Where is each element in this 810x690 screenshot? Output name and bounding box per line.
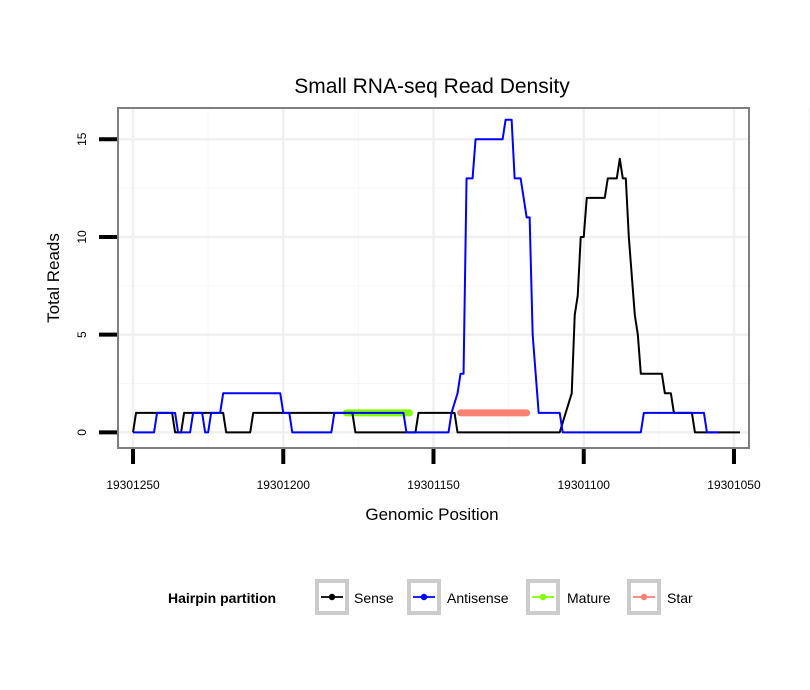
y-tick-label: 0 xyxy=(75,429,89,436)
legend-key-dot xyxy=(539,593,547,601)
legend-key-dot xyxy=(640,593,648,601)
legend-title: Hairpin partition xyxy=(168,590,276,606)
legend-label: Mature xyxy=(567,590,611,606)
x-tick-label: 19301150 xyxy=(407,478,460,492)
sense-series-line xyxy=(132,157,740,434)
x-axis-ticks: 19301250 19301200 19301150 19301100 19301050 xyxy=(106,449,761,492)
legend-key-dot xyxy=(328,593,336,601)
y-tick-label: 5 xyxy=(75,331,89,338)
legend-entry-antisense: Antisense xyxy=(407,579,509,615)
x-tick-label: 19301050 xyxy=(707,478,761,492)
legend-label: Antisense xyxy=(447,590,509,606)
legend-label: Sense xyxy=(354,590,394,606)
x-tick-label: 19301200 xyxy=(257,478,311,492)
x-axis-title: Genomic Position xyxy=(365,505,498,524)
chart-title: Small RNA-seq Read Density xyxy=(294,75,570,98)
y-tick-label: 10 xyxy=(75,230,89,244)
legend: Hairpin partition Sense Antisense Mature St… xyxy=(168,579,693,615)
x-tick-label: 19301250 xyxy=(106,478,160,492)
read-series xyxy=(132,118,740,434)
x-tick-label: 19301100 xyxy=(557,478,610,492)
legend-items: Sense Antisense Mature Star xyxy=(315,579,693,615)
y-tick-label: 15 xyxy=(75,132,89,146)
legend-entry-sense: Sense xyxy=(315,579,394,615)
legend-entry-mature: Mature xyxy=(526,579,611,615)
legend-key-dot xyxy=(420,593,428,601)
legend-label: Star xyxy=(667,590,693,606)
legend-entry-star: Star xyxy=(627,579,693,615)
plot-panel-border xyxy=(117,107,750,449)
antisense-series-line xyxy=(133,118,719,434)
y-axis-ticks: 0 5 10 15 xyxy=(75,132,117,436)
y-axis-title: Total Reads xyxy=(44,233,63,323)
